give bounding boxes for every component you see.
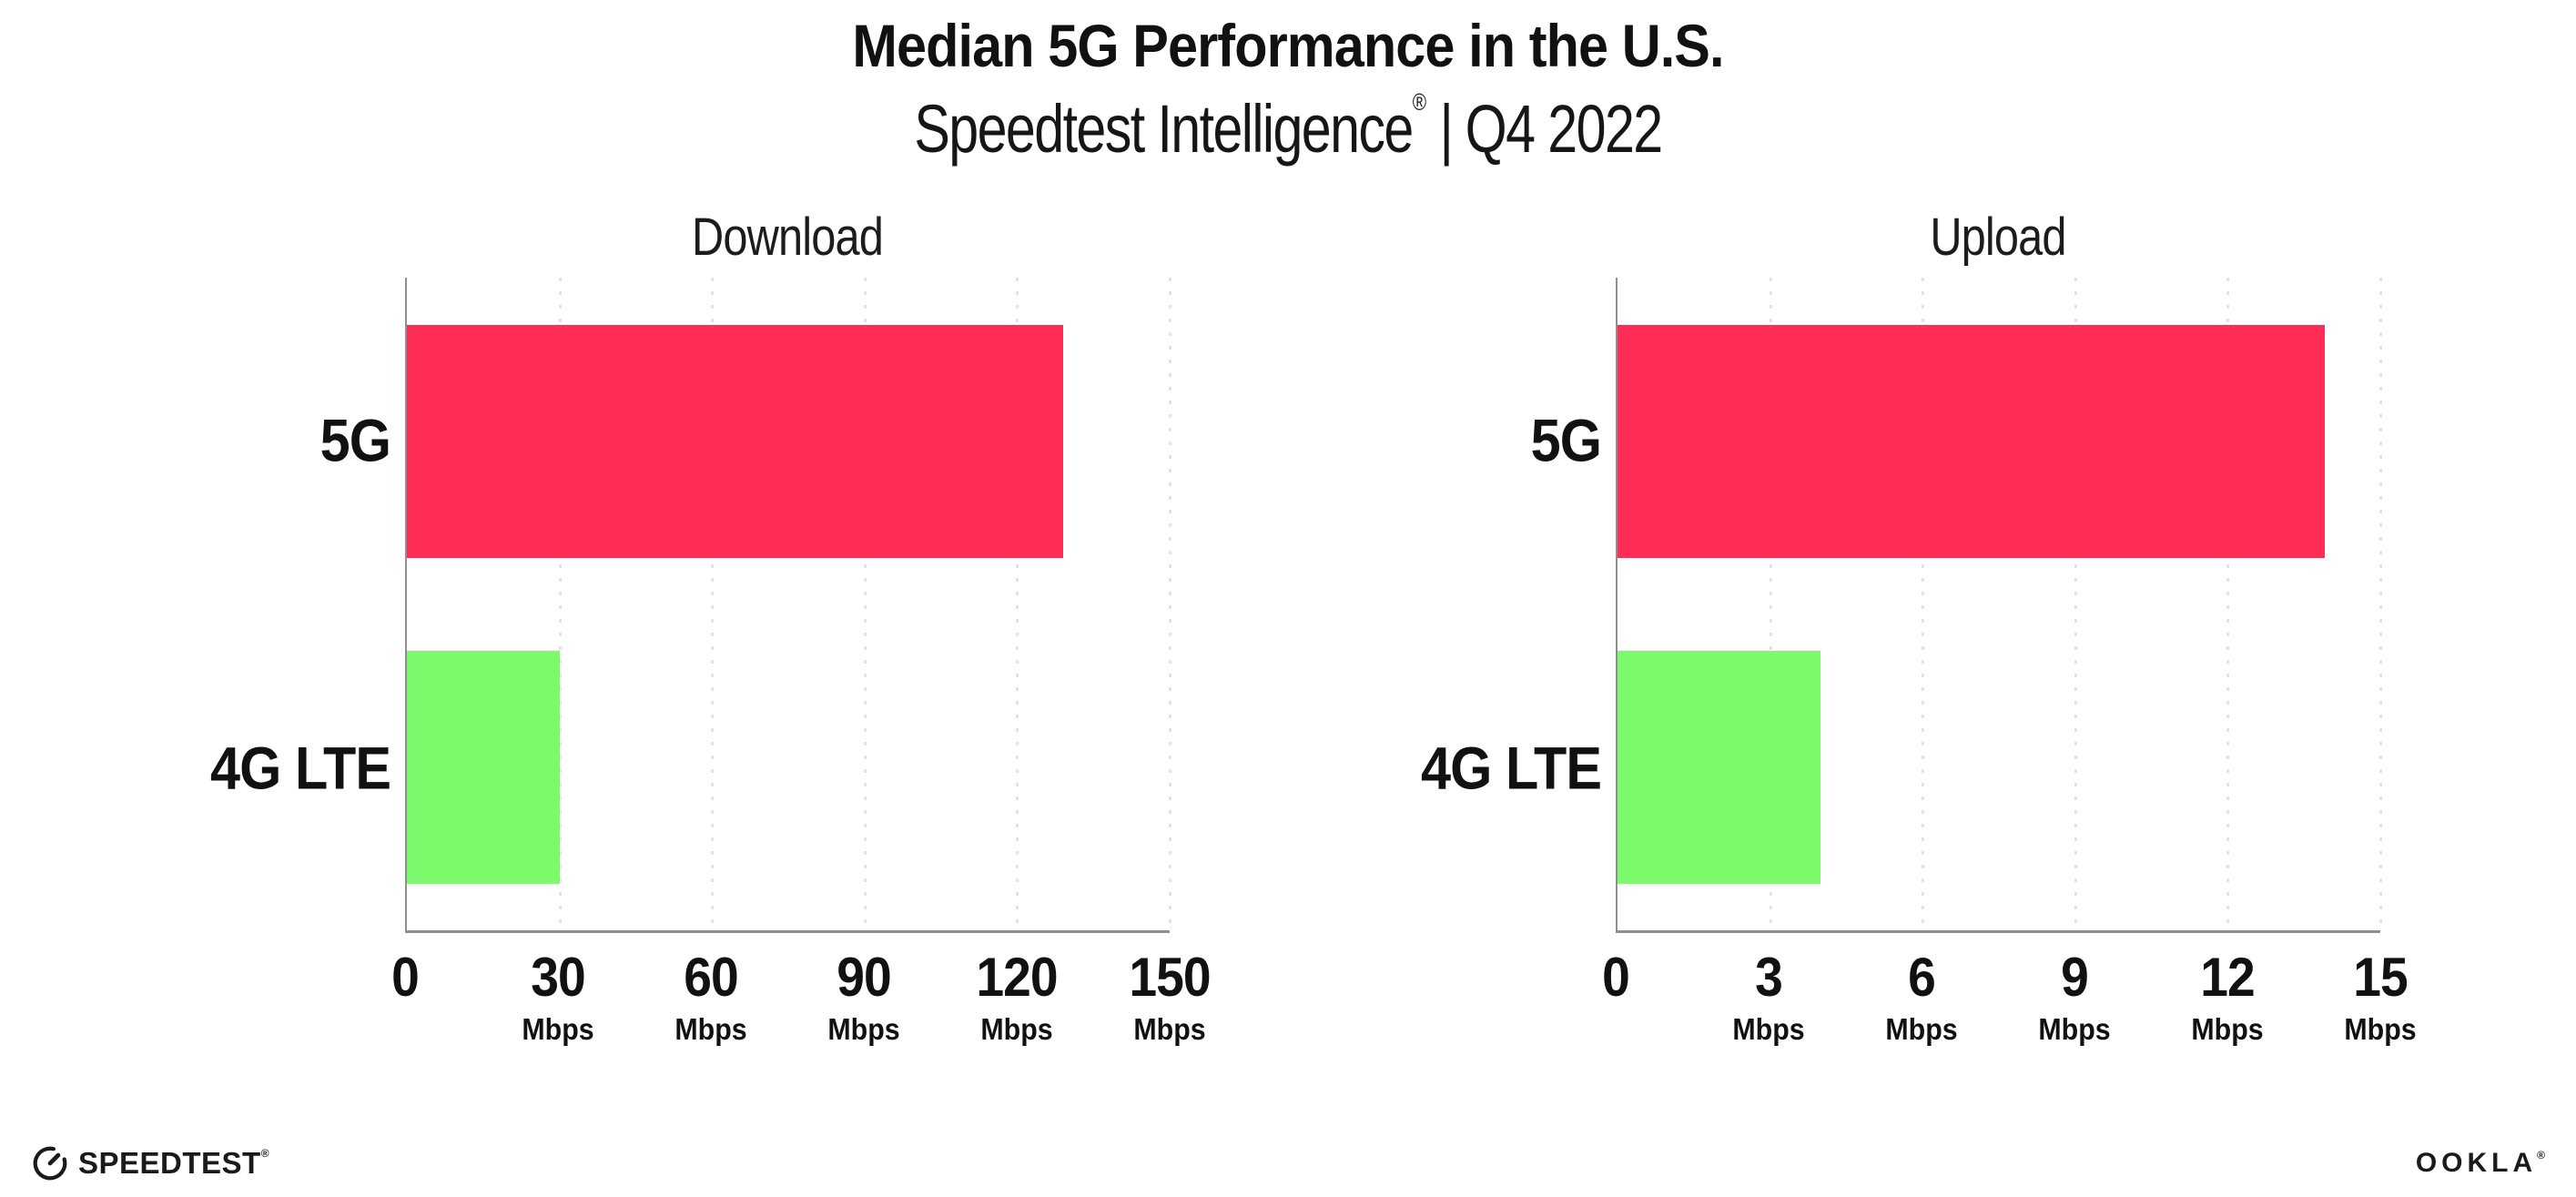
speedtest-logo: SPEEDTEST® [31,1144,269,1182]
speedtest-wordmark: SPEEDTEST® [78,1146,270,1180]
x-tick-value: 60 [684,947,738,1009]
x-tick-unit: Mbps [1133,1012,1206,1047]
category-label-5g: 5G [319,406,391,474]
speedtest-gauge-icon [33,1146,67,1181]
download-chart-panel: Download 5G 4G LTE 0 30 Mbps 60 Mbps 90 Mbps 120… [141,207,1224,1064]
x-tick-unit: Mbps [1885,1012,1958,1047]
x-tick-unit: Mbps [827,1012,900,1047]
x-tick-unit: Mbps [2038,1012,2111,1047]
x-tick-value: 0 [391,947,420,1009]
subtitle-separator: | [1439,91,1453,167]
gridline-60 [711,278,715,931]
gridline-12 [2226,278,2230,931]
x-tick-value: 150 [1129,947,1211,1009]
page-title: Median 5G Performance in the U.S. [852,12,1724,79]
x-tick-value: 12 [2200,947,2255,1009]
x-tick-90: 90 Mbps [825,946,903,1047]
gridline-6 [1922,278,1925,931]
bar-4g-lte [407,651,560,885]
upload-chart-title: Upload [1930,208,2066,268]
category-label-4g-lte: 4G LTE [1420,734,1602,802]
download-plot-row: 5G 4G LTE [141,278,1224,934]
download-chart-title: Download [692,208,884,268]
x-tick-unit: Mbps [2191,1012,2264,1047]
x-tick-value: 9 [2061,947,2089,1009]
plot-area [405,278,1171,934]
gridline-15 [2379,278,2382,931]
plot-area [1616,278,2382,934]
x-tick-0: 0 [390,946,420,1009]
x-tick-15: 15 Mbps [2341,946,2419,1047]
category-labels: 5G 4G LTE [141,278,405,933]
category-label-4g-lte: 4G LTE [209,734,391,802]
ookla-wordmark: OOKLA [2415,1148,2538,1178]
speedtest-registered-mark: ® [260,1147,270,1160]
subtitle-brand: Speedtest Intelligence [914,91,1414,167]
subtitle-period: Q4 2022 [1465,91,1664,167]
bar-4g-lte [1618,651,1821,885]
x-tick-120: 120 Mbps [972,946,1060,1047]
gridline-150 [1169,278,1171,931]
x-tick-unit: Mbps [980,1012,1053,1047]
x-tick-value: 15 [2353,947,2408,1009]
ookla-registered-mark: ® [2537,1149,2545,1161]
x-tick-value: 120 [976,947,1058,1009]
x-tick-150: 150 Mbps [1125,946,1213,1047]
x-tick-9: 9 Mbps [2035,946,2114,1047]
x-tick-unit: Mbps [674,1012,747,1047]
gridline-30 [558,278,562,931]
header: Median 5G Performance in the U.S. Speedt… [0,0,2576,163]
x-tick-unit: Mbps [2344,1012,2417,1047]
x-tick-value: 3 [1755,947,1783,1009]
ookla-logo: OOKLA® [2416,1148,2545,1179]
x-tick-value: 6 [1908,947,1936,1009]
x-tick-unit: Mbps [1732,1012,1805,1047]
bar-5g [1618,324,2325,558]
charts-container: Download 5G 4G LTE 0 30 Mbps 60 Mbps 90 Mbps 120… [0,207,2576,1064]
registered-mark: ® [1412,88,1427,117]
x-tick-6: 6 Mbps [1882,946,1961,1047]
x-axis-ticks: 0 3 Mbps 6 Mbps 9 Mbps 12 Mbps 15 Mbps [1602,946,2417,1064]
page-subtitle: Speedtest Intelligence® | Q4 2022 [258,90,2318,163]
category-label-5g: 5G [1530,406,1602,474]
x-tick-unit: Mbps [522,1012,594,1047]
x-tick-3: 3 Mbps [1729,946,1808,1047]
bar-5g [407,324,1063,558]
x-tick-12: 12 Mbps [2188,946,2267,1047]
x-tick-value: 0 [1602,947,1630,1009]
x-tick-value: 30 [531,947,585,1009]
category-labels: 5G 4G LTE [1352,278,1616,933]
x-tick-value: 90 [837,947,891,1009]
upload-chart-panel: Upload 5G 4G LTE 0 3 Mbps 6 Mbps 9 Mbps 12 Mbps 15… [1352,207,2435,1064]
gridline-120 [1016,278,1019,931]
x-tick-0: 0 [1601,946,1630,1009]
gridline-3 [1769,278,1772,931]
x-axis-ticks: 0 30 Mbps 60 Mbps 90 Mbps 120 Mbps 150 Mbps [391,946,1211,1064]
footer: SPEEDTEST® OOKLA® [0,1144,2576,1182]
x-tick-60: 60 Mbps [672,946,750,1047]
x-tick-30: 30 Mbps [519,946,597,1047]
gridline-9 [2074,278,2077,931]
gridline-90 [863,278,867,931]
upload-plot-row: 5G 4G LTE [1352,278,2435,934]
